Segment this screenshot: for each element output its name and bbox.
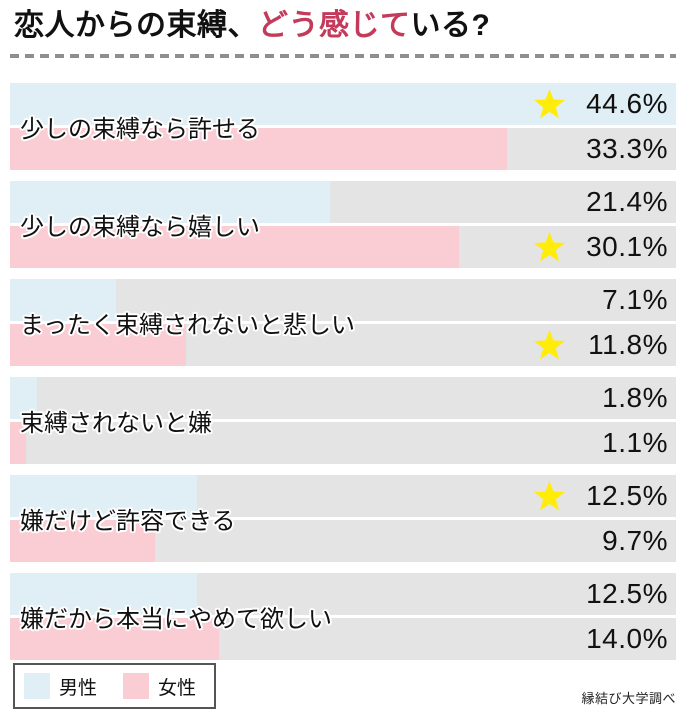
category-label: 嫌だから本当にやめて欲しい xyxy=(20,606,332,633)
value-label: 1.1% xyxy=(602,427,668,458)
male-bar: 7.1% xyxy=(10,279,676,321)
star-icon xyxy=(533,329,566,360)
bar-fill xyxy=(10,226,460,268)
legend-item-male: 男性 xyxy=(24,673,97,700)
category-label: まったく束縛されないと悲しい xyxy=(20,312,356,339)
bar-fill xyxy=(10,475,197,517)
male-bar: 1.8% xyxy=(10,377,676,419)
category-label: 束縛されないと嫌 xyxy=(20,410,212,437)
bar-fill xyxy=(10,324,187,366)
bar-fill xyxy=(10,128,508,170)
bottom-row: 男性 女性 縁結び大学調べ xyxy=(13,663,676,709)
bar-fill xyxy=(10,520,155,562)
bar-group: 21.4% 30.1% 少しの束縛なら嬉しい xyxy=(10,181,676,268)
female-color-swatch xyxy=(123,673,150,699)
value-label: 14.0% xyxy=(586,623,668,654)
category-label: 少しの束縛なら許せる xyxy=(20,116,260,143)
legend-item-female: 女性 xyxy=(123,673,196,700)
category-label: 嫌だけど許容できる xyxy=(20,508,236,535)
value-label: 21.4% xyxy=(586,186,668,217)
star-icon xyxy=(533,88,566,119)
female-bar: 1.1% xyxy=(10,422,676,464)
chart: 44.6% 33.3% 少しの束縛なら許せる 21.4% xyxy=(10,83,676,660)
male-bar: 12.5% xyxy=(10,475,676,517)
bar-group: 12.5% 14.0% 嫌だから本当にやめて欲しい xyxy=(10,573,676,660)
value-label: 44.6% xyxy=(586,88,668,119)
female-bar: 11.8% xyxy=(10,324,676,366)
legend-label-female: 女性 xyxy=(158,677,197,699)
legend-label-male: 男性 xyxy=(59,677,98,699)
value-label: 1.8% xyxy=(602,382,668,413)
category-label: 少しの束縛なら嬉しい xyxy=(20,214,260,241)
page-title: 恋人からの束縛、どう感じている? xyxy=(14,8,676,44)
bar-fill xyxy=(10,181,330,223)
title-prefix: 恋人からの束縛、 xyxy=(14,9,258,42)
value-label: 12.5% xyxy=(586,480,668,511)
value-label: 30.1% xyxy=(586,231,668,262)
header: 恋人からの束縛、どう感じている? xyxy=(14,8,676,44)
value-label: 7.1% xyxy=(602,284,668,315)
female-bar: 30.1% xyxy=(10,226,676,268)
value-label: 33.3% xyxy=(586,133,668,164)
title-suffix: いる? xyxy=(410,9,491,42)
value-label: 9.7% xyxy=(602,525,668,556)
bar-fill xyxy=(10,618,220,660)
male-bar: 12.5% xyxy=(10,573,676,615)
legend: 男性 女性 xyxy=(13,663,217,709)
bar-fill xyxy=(10,377,37,419)
star-icon xyxy=(533,480,566,511)
bar-fill xyxy=(10,422,27,464)
dashed-divider xyxy=(10,54,676,58)
value-label: 12.5% xyxy=(586,578,668,609)
bar-fill xyxy=(10,573,197,615)
male-bar: 21.4% xyxy=(10,181,676,223)
star-icon xyxy=(533,231,566,262)
bar-fill xyxy=(10,83,676,125)
male-bar: 44.6% xyxy=(10,83,676,125)
female-bar: 9.7% xyxy=(10,520,676,562)
female-bar: 33.3% xyxy=(10,128,676,170)
source-credit: 縁結び大学調べ xyxy=(581,691,676,706)
bar-group: 12.5% 9.7% 嫌だけど許容できる xyxy=(10,475,676,562)
male-color-swatch xyxy=(24,673,50,699)
bar-group: 1.8% 1.1% 束縛されないと嫌 xyxy=(10,377,676,464)
female-bar: 14.0% xyxy=(10,618,676,660)
value-label: 11.8% xyxy=(588,329,668,360)
bar-group: 7.1% 11.8% まったく束縛されないと悲しい xyxy=(10,279,676,366)
bar-group: 44.6% 33.3% 少しの束縛なら許せる xyxy=(10,83,676,170)
bar-fill xyxy=(10,279,117,321)
title-accent: どう感じて xyxy=(258,9,411,42)
